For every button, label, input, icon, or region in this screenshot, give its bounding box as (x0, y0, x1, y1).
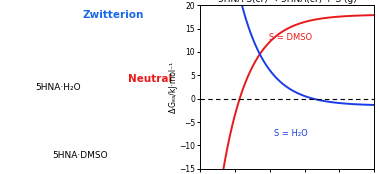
Text: S = H₂O: S = H₂O (274, 129, 308, 138)
Text: Neutral: Neutral (128, 74, 172, 84)
Y-axis label: ΔᵣGₑₐ/kJ·mol⁻¹: ΔᵣGₑₐ/kJ·mol⁻¹ (169, 61, 178, 113)
Title: 5HNA·S(cr) → 5HNA(cr) + S (g): 5HNA·S(cr) → 5HNA(cr) + S (g) (218, 0, 357, 5)
Text: Zwitterion: Zwitterion (82, 10, 144, 20)
Text: 5HNA·H₂O: 5HNA·H₂O (36, 82, 81, 92)
Text: 5HNA·DMSO: 5HNA·DMSO (53, 151, 108, 160)
Text: S = DMSO: S = DMSO (269, 33, 312, 42)
